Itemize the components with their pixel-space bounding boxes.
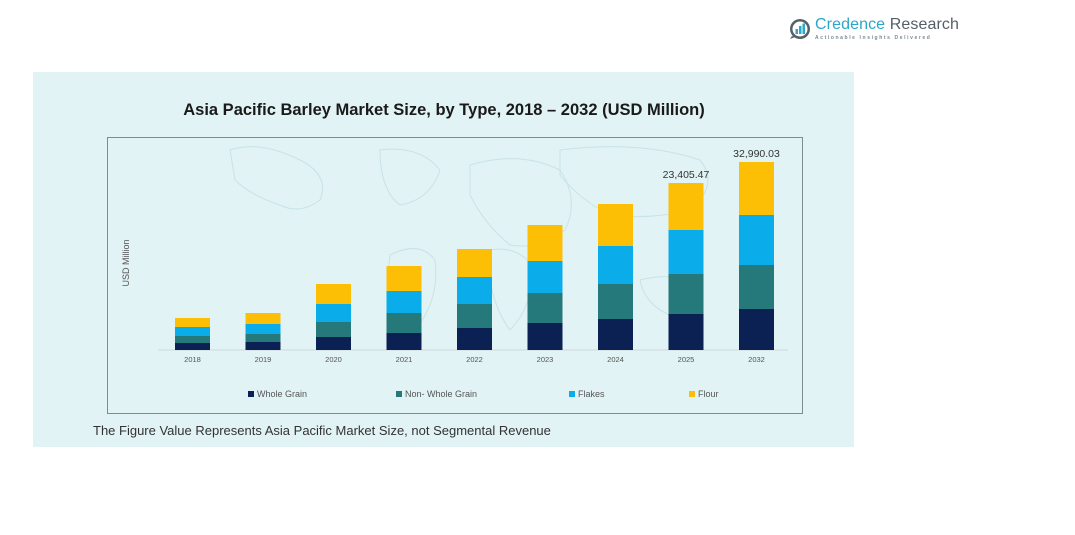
bar-segment-flakes-2020 [316,304,351,323]
legend-label: Flour [698,389,719,399]
x-tick-label: 2019 [255,355,272,364]
y-axis-label: USD Million [121,239,131,287]
bar-segment-flour-2019 [245,312,281,324]
bar-segment-non-whole-grain-2025 [668,274,704,315]
bar-segment-flour-2022 [457,249,492,278]
x-tick-label: 2020 [325,355,342,364]
data-label-total-2025: 23,405.47 [663,169,710,181]
brand-name-part2: Research [885,16,960,33]
bar-segment-whole-grain-2022 [457,328,492,350]
bar-segment-non-whole-grain-2022 [457,304,492,329]
bar-segment-flour-2025 [668,183,704,231]
plot-frame [107,137,803,414]
x-tick-label: 2023 [537,355,554,364]
x-tick-label: 2022 [466,355,483,364]
x-tick-label: 2018 [184,355,201,364]
bar-segment-whole-grain-2023 [527,323,563,350]
x-tick-label: 2024 [607,355,624,364]
bar-segment-flakes-2019 [245,323,281,335]
legend-label: Flakes [578,389,605,399]
legend-item-non-whole-grain: Non- Whole Grain [396,389,477,399]
bar-segment-flour-2032 [739,162,774,215]
legend-swatch [569,391,575,397]
legend-item-flakes: Flakes [569,389,605,399]
legend-item-whole-grain: Whole Grain [248,389,307,399]
bar-segment-flour-2020 [316,284,351,305]
bar-chart-bubble-icon [790,19,810,39]
bar-segment-whole-grain-2025 [668,314,704,350]
brand-name-part1: Credence [815,16,886,33]
bar-segment-flakes-2021 [386,291,422,313]
brand-logo: Credence Research Actionable Insights De… [789,14,959,44]
footnote: The Figure Value Represents Asia Pacific… [93,423,551,438]
x-tick-label: 2021 [396,355,413,364]
x-tick-label: 2032 [748,355,765,364]
bar-segment-non-whole-grain-2019 [245,334,281,343]
bar-segment-whole-grain-2018 [175,343,210,350]
brand-name: Credence Research [815,17,959,33]
bar-segment-non-whole-grain-2018 [175,336,210,344]
brand-tagline: Actionable Insights Delivered [815,35,932,41]
legend-label: Whole Grain [257,389,308,399]
chart-title: Asia Pacific Barley Market Size, by Type… [183,101,705,119]
bar-segment-flour-2024 [598,204,633,246]
bar-segment-non-whole-grain-2023 [527,292,563,324]
bar-segment-whole-grain-2024 [598,318,633,350]
bar-segment-flakes-2025 [668,230,704,275]
bar-segment-non-whole-grain-2021 [386,312,422,333]
x-tick-label: 2025 [678,355,695,364]
bar-segment-flakes-2022 [457,277,492,305]
legend-swatch [248,391,254,397]
bar-segment-flakes-2024 [598,245,633,285]
chart-panel [33,72,854,447]
bar-segment-flakes-2032 [739,214,774,265]
bar-segment-non-whole-grain-2020 [316,322,351,337]
bar-segment-flakes-2023 [527,260,563,293]
legend-item-flour: Flour [689,389,719,399]
total-labels: 23,405.47 32,990.03 [663,148,780,181]
bar-segment-whole-grain-2020 [316,336,351,350]
legend-label: Non- Whole Grain [405,389,478,399]
bar-segment-non-whole-grain-2032 [739,264,774,309]
bar-segment-flakes-2018 [175,327,210,337]
bars-group [175,162,774,350]
bar-segment-whole-grain-2019 [245,342,281,350]
bar-segment-non-whole-grain-2024 [598,284,633,319]
legend-swatch [689,391,695,397]
legend-swatch [396,391,402,397]
bar-segment-flour-2021 [386,265,422,291]
data-label-total-2032: 32,990.03 [733,148,780,160]
x-tick-labels: 2018 2019 2020 2021 2022 2023 2024 2025 2032 [184,355,765,364]
bar-segment-whole-grain-2032 [739,308,774,350]
bar-segment-whole-grain-2021 [386,332,422,350]
bar-segment-flour-2018 [175,318,210,328]
bar-segment-flour-2023 [527,225,563,261]
